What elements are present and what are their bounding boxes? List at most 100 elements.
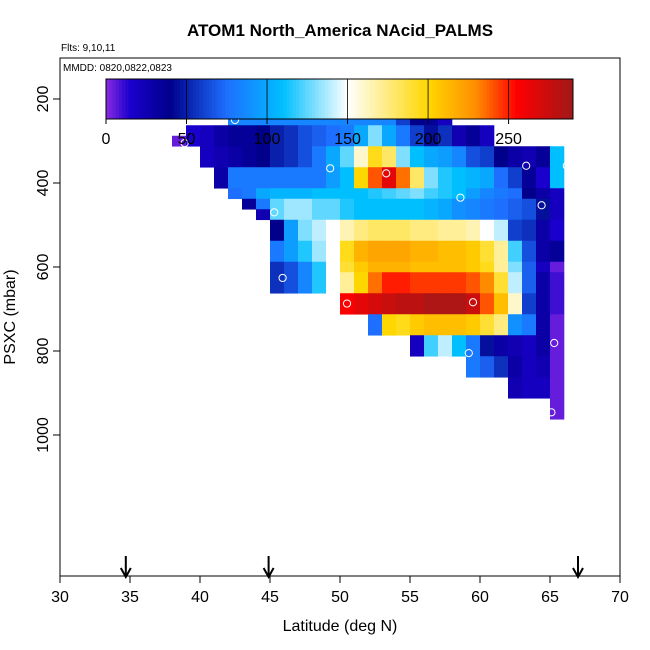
heatmap-cell — [410, 209, 425, 221]
heatmap-cell — [368, 314, 383, 326]
heatmap-cell — [354, 167, 369, 179]
heatmap-cell — [200, 125, 215, 137]
heatmap-cell — [284, 156, 299, 168]
heatmap-cell — [480, 209, 495, 221]
heatmap-cell — [298, 156, 313, 168]
colorbar-segment — [447, 79, 452, 119]
colorbar-segment — [308, 79, 313, 119]
heatmap-cell — [410, 114, 425, 126]
colorbar-segment — [357, 79, 361, 119]
heatmap-cell — [466, 345, 481, 357]
colorbar-segment — [521, 79, 526, 119]
colorbar-segment — [196, 79, 200, 119]
heatmap-cell — [550, 387, 565, 399]
heatmap-cell — [508, 156, 523, 168]
heatmap-cell — [480, 314, 495, 326]
colorbar-segment — [154, 79, 158, 119]
heatmap-cell — [242, 167, 257, 179]
colorbar: 0 50 100 150 200 250 — [102, 78, 574, 148]
heatmap-cell — [452, 230, 467, 242]
heatmap-cell — [382, 125, 397, 137]
heatmap-cell — [480, 251, 495, 263]
heatmap-cell — [284, 125, 299, 137]
heatmap-cell — [494, 345, 509, 357]
heatmap-cell — [396, 251, 411, 263]
heatmap-cell — [508, 188, 523, 200]
heatmap-cell — [396, 230, 411, 242]
colorbar-segment — [244, 79, 249, 119]
colorbar-segment — [395, 79, 400, 119]
heatmap-cell — [550, 240, 565, 252]
heatmap-cell — [550, 314, 565, 326]
heatmap-cells — [172, 93, 565, 420]
heatmap-cell — [508, 366, 523, 378]
heatmap-cell — [396, 303, 411, 315]
heatmap-cell — [536, 230, 551, 242]
heatmap-cell — [424, 282, 439, 294]
heatmap-cell — [340, 135, 355, 147]
heatmap-cell — [382, 314, 397, 326]
colorbar-segment — [205, 79, 210, 119]
heatmap-cell — [242, 198, 257, 210]
heatmap-cell — [466, 335, 481, 347]
colorbar-segment — [318, 79, 323, 119]
colorbar-segment — [463, 79, 468, 119]
colorbar-segment — [457, 79, 461, 119]
heatmap-cell — [270, 177, 285, 189]
heatmap-cell — [284, 219, 299, 231]
heatmap-cell — [550, 177, 565, 189]
heatmap-cell — [438, 135, 453, 147]
heatmap-cell — [480, 198, 495, 210]
heatmap-cell — [298, 261, 313, 273]
heatmap-cell — [354, 230, 369, 242]
heatmap-cell — [340, 167, 355, 179]
heatmap-cell — [326, 251, 341, 263]
heatmap-cell — [340, 219, 355, 231]
colorbar-segment — [328, 79, 332, 119]
colorbar-segment — [147, 79, 152, 119]
heatmap-cell — [452, 282, 467, 294]
colorbar-tick-label: 100 — [254, 131, 281, 148]
colorbar-segment — [434, 79, 439, 119]
heatmap-cell — [438, 272, 453, 284]
heatmap-cell — [494, 156, 509, 168]
heatmap-cell — [522, 167, 537, 179]
colorbar-segment — [366, 79, 371, 119]
heatmap-cell — [522, 251, 537, 263]
colorbar-segment — [440, 79, 445, 119]
heatmap-cell — [340, 272, 355, 284]
colorbar-gradient — [106, 79, 574, 119]
heatmap-cell — [536, 209, 551, 221]
heatmap-cell — [284, 261, 299, 273]
colorbar-segment — [270, 79, 274, 119]
heatmap-cell — [312, 272, 327, 284]
colorbar-segment — [247, 79, 252, 119]
heatmap-cell — [256, 135, 271, 147]
heatmap-cell — [452, 251, 467, 263]
heatmap-cell — [326, 282, 341, 294]
heatmap-cell — [550, 156, 565, 168]
heatmap-cell — [424, 345, 439, 357]
heatmap-cell — [424, 303, 439, 315]
colorbar-tick-label: 150 — [334, 131, 361, 148]
heatmap-cell — [466, 324, 481, 336]
heatmap-cell — [354, 209, 369, 221]
colorbar-segment — [469, 79, 474, 119]
heatmap-cell — [424, 335, 439, 347]
colorbar-segment — [334, 79, 339, 119]
heatmap-cell — [382, 198, 397, 210]
heatmap-cell — [494, 219, 509, 231]
colorbar-segment — [505, 79, 509, 119]
y-tick-label: 600 — [35, 254, 52, 281]
heatmap-cell — [522, 335, 537, 347]
heatmap-cell — [326, 135, 341, 147]
heatmap-cell — [494, 272, 509, 284]
sample-marker — [468, 298, 478, 307]
heatmap-cell — [494, 230, 509, 242]
heatmap-cell — [424, 314, 439, 326]
heatmap-cell — [354, 146, 369, 158]
heatmap-cell — [466, 135, 481, 147]
heatmap-cell — [508, 377, 523, 389]
heatmap-cell — [340, 303, 355, 315]
colorbar-segment — [228, 79, 233, 119]
